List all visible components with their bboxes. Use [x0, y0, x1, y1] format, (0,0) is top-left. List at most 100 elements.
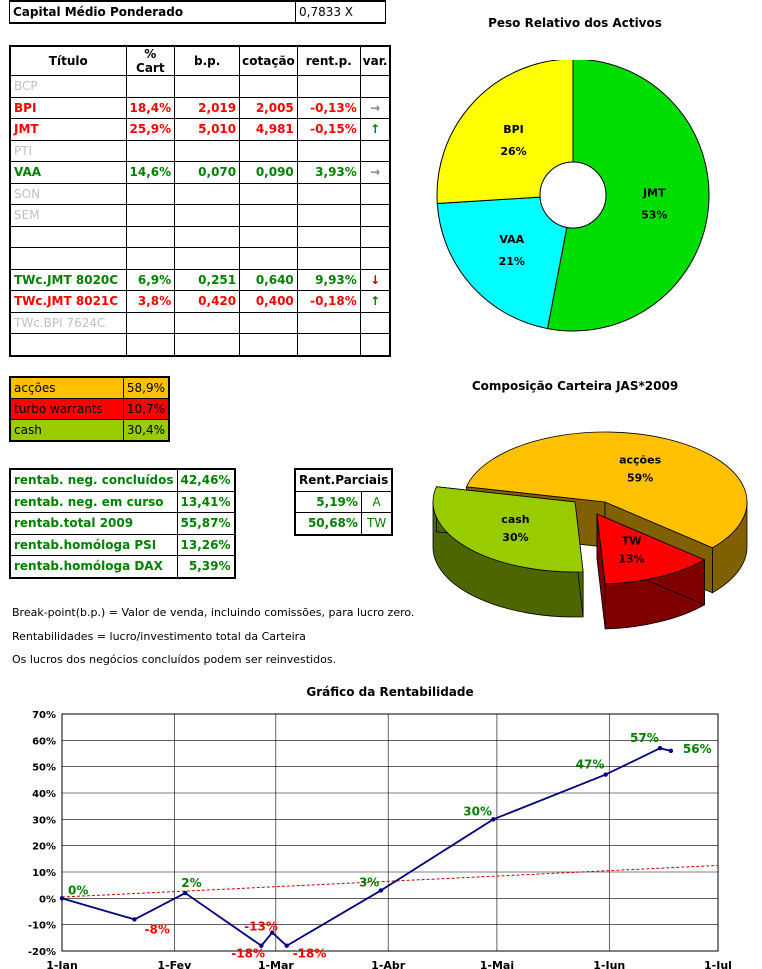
allocation-value: 58,9%: [122, 376, 170, 399]
data-point: [259, 943, 264, 948]
variation-icon: →: [359, 96, 391, 119]
parciais-value: 5,19%: [294, 490, 362, 513]
asset-title: [9, 247, 127, 270]
column-header: Título: [9, 45, 127, 76]
data-label: 56%: [683, 742, 712, 756]
pie-label: acções: [619, 454, 661, 467]
allocation-row: turbo warrants 10,7%: [9, 398, 170, 420]
column-header: rent.p.: [296, 45, 361, 76]
pie-chart-peso: JMT 53% VAA 21% BPI 26%: [436, 60, 710, 332]
data-point: [183, 890, 188, 896]
capital-value: 0,7833 X: [295, 0, 386, 24]
table-cell: 18,4%: [125, 96, 176, 119]
variation-icon: [359, 225, 391, 248]
variation-icon: →: [359, 161, 391, 184]
data-point: [132, 917, 137, 922]
table-cell: 3,93%: [296, 161, 361, 184]
asset-title: BPI: [9, 96, 127, 119]
table-row: JMT 25,9% 5,010 4,981 -0,15% ↑: [9, 118, 391, 141]
column-header: % Cart: [125, 45, 176, 76]
capital-label: Capital Médio Ponderado: [9, 0, 296, 24]
table-cell: 2,019: [174, 96, 241, 119]
pie-value-label: 30%: [502, 531, 528, 544]
capital-table: Capital Médio Ponderado 0,7833 X: [9, 0, 386, 24]
table-cell: [239, 225, 298, 248]
table-cell: 5,010: [174, 118, 241, 141]
pie-value-label: 59%: [627, 472, 653, 485]
data-point: [284, 943, 289, 948]
data-point: [378, 888, 384, 893]
table-cell: [125, 204, 176, 227]
column-header: b.p.: [174, 45, 241, 76]
plot-area: [61, 713, 719, 952]
rentab-row: rentab.homóloga PSI 13,26%: [9, 533, 236, 556]
table-cell: [239, 139, 298, 162]
table-cell: 0,420: [174, 290, 241, 313]
table-cell: [125, 182, 176, 205]
table-cell: [174, 75, 241, 98]
rentab-label: rentab. neg. em curso: [9, 490, 178, 513]
line-chart-rentabilidade: -20% -10% 0% 10% 20% 30% 40% 50% 60% 70% 1-Jan 1-Fe…: [28, 710, 732, 969]
data-point: [270, 930, 275, 935]
table-cell: [174, 247, 241, 270]
pie-slice-acções: [465, 431, 748, 549]
rentab-table: rentab. neg. concluídos 42,46% rentab. neg…: [9, 468, 236, 579]
rentab-value: 13,41%: [176, 490, 236, 513]
table-row: TWc.JMT 8021C 3,8% 0,420 0,400 -0,18% ↑: [9, 290, 391, 313]
rentab-row: rentab.total 2009 55,87%: [9, 512, 236, 535]
pie-label: JMT: [642, 187, 666, 200]
column-header: cotação: [239, 45, 298, 76]
x-tick-label: 1-Jun: [593, 959, 625, 969]
table-cell: [125, 311, 176, 334]
pie-label: TW: [622, 535, 642, 548]
table-row: BPI 18,4% 2,019 2,005 -0,13% →: [9, 96, 391, 119]
table-cell: 25,9%: [125, 118, 176, 141]
pie-slice-jmt: [546, 60, 710, 332]
table-cell: 0,251: [174, 268, 241, 291]
pie-hole: [539, 161, 607, 229]
rentab-label: rentab.homóloga PSI: [9, 533, 178, 556]
line-title: Gráfico da Rentabilidade: [306, 685, 474, 699]
data-label: 47%: [576, 758, 605, 772]
note-lucros: Os lucros dos negócios concluídos podem …: [12, 653, 337, 666]
pie-value-label: 26%: [500, 145, 526, 158]
table-cell: [174, 311, 241, 334]
pie1-title: Peso Relativo dos Activos: [488, 16, 662, 30]
y-tick-label: 10%: [32, 868, 56, 879]
x-tick-label: 1-Abr: [371, 959, 406, 969]
table-row: BCP: [9, 75, 391, 98]
data-label: -18%: [293, 947, 327, 961]
table-cell: [125, 139, 176, 162]
rentab-value: 42,46%: [176, 468, 236, 492]
asset-title: [9, 333, 127, 356]
x-tick-label: 1-Mai: [480, 959, 514, 969]
rentab-value: 5,39%: [176, 555, 236, 578]
pie-label: BPI: [503, 123, 524, 136]
variation-icon: [359, 182, 391, 205]
data-point: [491, 817, 496, 822]
pie-slice-bpi: [436, 60, 574, 205]
asset-title: TWc.JMT 8021C: [9, 290, 127, 313]
rentab-label: rentab. neg. concluídos: [9, 468, 178, 492]
pie-value-label: 21%: [499, 255, 525, 268]
asset-title: JMT: [9, 118, 127, 141]
data-point: [657, 746, 663, 751]
x-tick-label: 1-Fev: [157, 959, 192, 969]
rentab-row: rentab. neg. concluídos 42,46%: [9, 468, 236, 492]
pie-label: cash: [501, 513, 529, 526]
asset-title: TWc.BPI 7624C: [9, 311, 127, 334]
allocation-label: turbo warrants: [9, 398, 124, 420]
asset-title: VAA: [9, 161, 127, 184]
allocation-table: acções 58,9% turbo warrants 10,7% cash 30,4%: [9, 376, 170, 442]
table-cell: [239, 247, 298, 270]
x-tick-label: 1-Mar: [258, 959, 295, 969]
data-point: [603, 772, 608, 777]
table-cell: 4,981: [239, 118, 298, 141]
parciais-value: 50,68%: [294, 512, 362, 535]
table-cell: [296, 75, 361, 98]
note-breakpoint: Break-point(b.p.) = Valor de venda, incl…: [12, 606, 415, 619]
data-point: [59, 896, 65, 901]
variation-icon: [359, 75, 391, 98]
allocation-value: 30,4%: [122, 419, 170, 442]
allocation-row: cash 30,4%: [9, 419, 170, 442]
